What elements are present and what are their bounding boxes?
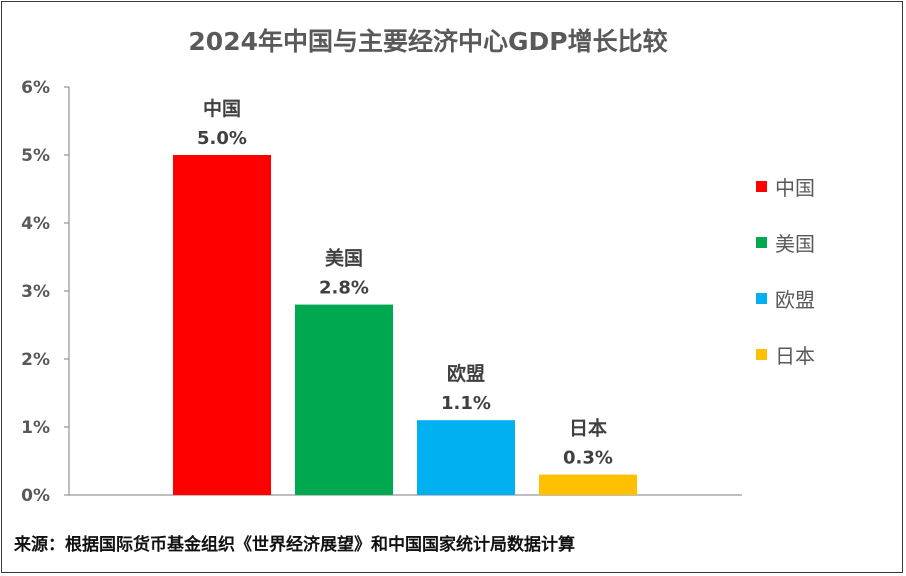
y-tick-label: 5% xyxy=(21,146,50,166)
bar-value-label: 0.3% xyxy=(563,448,613,469)
bar-value-label: 2.8% xyxy=(319,278,369,299)
y-tick-label: 1% xyxy=(21,418,50,438)
bar-value-label: 5.0% xyxy=(197,128,247,149)
bar-category-label: 欧盟 xyxy=(447,362,485,385)
bar-category-label: 中国 xyxy=(203,97,241,120)
legend-item-usa: 美国 xyxy=(756,214,815,270)
bar-1 xyxy=(173,155,271,495)
legend: 中国 美国 欧盟 日本 xyxy=(756,158,815,382)
legend-label: 美国 xyxy=(775,231,815,256)
bar-value-label: 1.1% xyxy=(441,393,491,414)
y-tick-label: 3% xyxy=(21,282,50,302)
y-tick-label: 2% xyxy=(21,350,50,370)
legend-label: 中国 xyxy=(775,175,815,200)
legend-label: 日本 xyxy=(775,343,815,368)
y-tick-label: 4% xyxy=(21,214,50,234)
legend-swatch xyxy=(756,180,767,192)
legend-label: 欧盟 xyxy=(775,287,815,312)
bars xyxy=(173,155,637,495)
bar-4 xyxy=(539,474,637,495)
legend-item-china: 中国 xyxy=(756,158,815,214)
y-tick-label: 0% xyxy=(21,486,50,506)
bar-labels: 中国 5.0% 美国 2.8% 欧盟 1.1% 日本 0.3% xyxy=(197,97,613,469)
legend-swatch xyxy=(756,236,767,248)
bar-category-label: 日本 xyxy=(569,417,607,440)
legend-swatch xyxy=(756,292,767,304)
legend-swatch xyxy=(756,348,767,360)
bar-3 xyxy=(417,420,515,495)
y-tick-label: 6% xyxy=(21,78,50,98)
chart-title: 2024年中国与主要经济中心GDP增长比较 xyxy=(188,27,668,56)
bar-2 xyxy=(295,304,393,495)
bar-category-label: 美国 xyxy=(325,247,363,270)
legend-item-eu: 欧盟 xyxy=(756,270,815,326)
legend-item-japan: 日本 xyxy=(756,326,815,382)
source-note: 来源：根据国际货币基金组织《世界经济展望》和中国国家统计局数据计算 xyxy=(14,535,575,555)
